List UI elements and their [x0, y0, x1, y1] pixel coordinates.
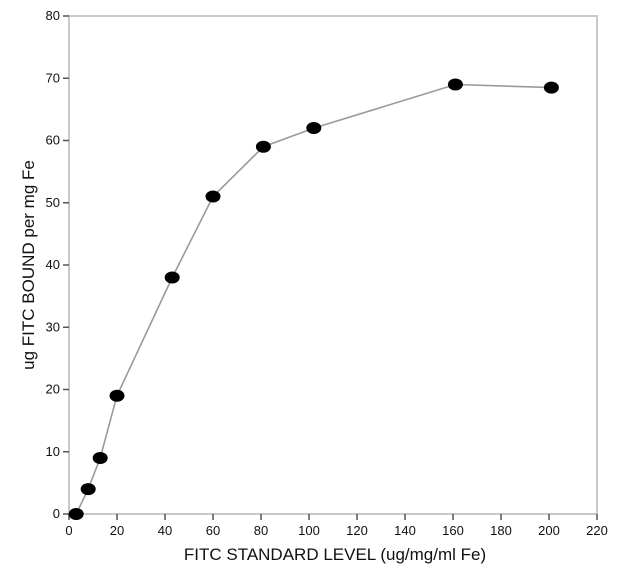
x-tick-label: 80 [254, 523, 268, 538]
data-point [255, 140, 271, 153]
y-tick-label: 20 [46, 382, 60, 397]
x-tick-label: 120 [346, 523, 368, 538]
plot-border [68, 15, 598, 515]
x-tick-label: 140 [394, 523, 416, 538]
x-axis-title: FITC STANDARD LEVEL (ug/mg/ml Fe) [184, 545, 486, 564]
x-tick-label: 40 [158, 523, 172, 538]
x-tick-label: 20 [110, 523, 124, 538]
y-tick-label: 10 [46, 444, 60, 459]
data-point [80, 483, 96, 496]
data-point [543, 81, 559, 94]
x-tick-label: 60 [206, 523, 220, 538]
y-tick-label: 40 [46, 257, 60, 272]
series-line [75, 83, 552, 515]
x-tick-label: 220 [586, 523, 608, 538]
x-tick-label: 0 [65, 523, 72, 538]
data-point [164, 271, 180, 284]
data-point [205, 190, 221, 203]
y-tick-label: 60 [46, 133, 60, 148]
x-tick-label: 200 [538, 523, 560, 538]
y-tick-label: 0 [53, 506, 60, 521]
data-point [68, 508, 84, 520]
y-tick-label: 70 [46, 70, 60, 85]
data-series [68, 78, 559, 520]
data-point [92, 451, 108, 464]
data-point [447, 78, 463, 91]
y-tick-label: 30 [46, 319, 60, 334]
x-tick-label: 180 [490, 523, 512, 538]
y-axis-title: ug FITC BOUND per mg Fe [19, 160, 38, 370]
data-point [109, 389, 125, 402]
data-point [306, 122, 322, 135]
x-tick-label: 100 [298, 523, 320, 538]
y-tick-label: 50 [46, 195, 60, 210]
y-tick-label: 80 [46, 8, 60, 23]
axis-ticks: 0 10 20 30 40 50 60 70 80 0 20 40 60 80 100 120 140 160 18… [46, 8, 608, 538]
x-tick-label: 160 [442, 523, 464, 538]
plot-frame [68, 15, 598, 515]
